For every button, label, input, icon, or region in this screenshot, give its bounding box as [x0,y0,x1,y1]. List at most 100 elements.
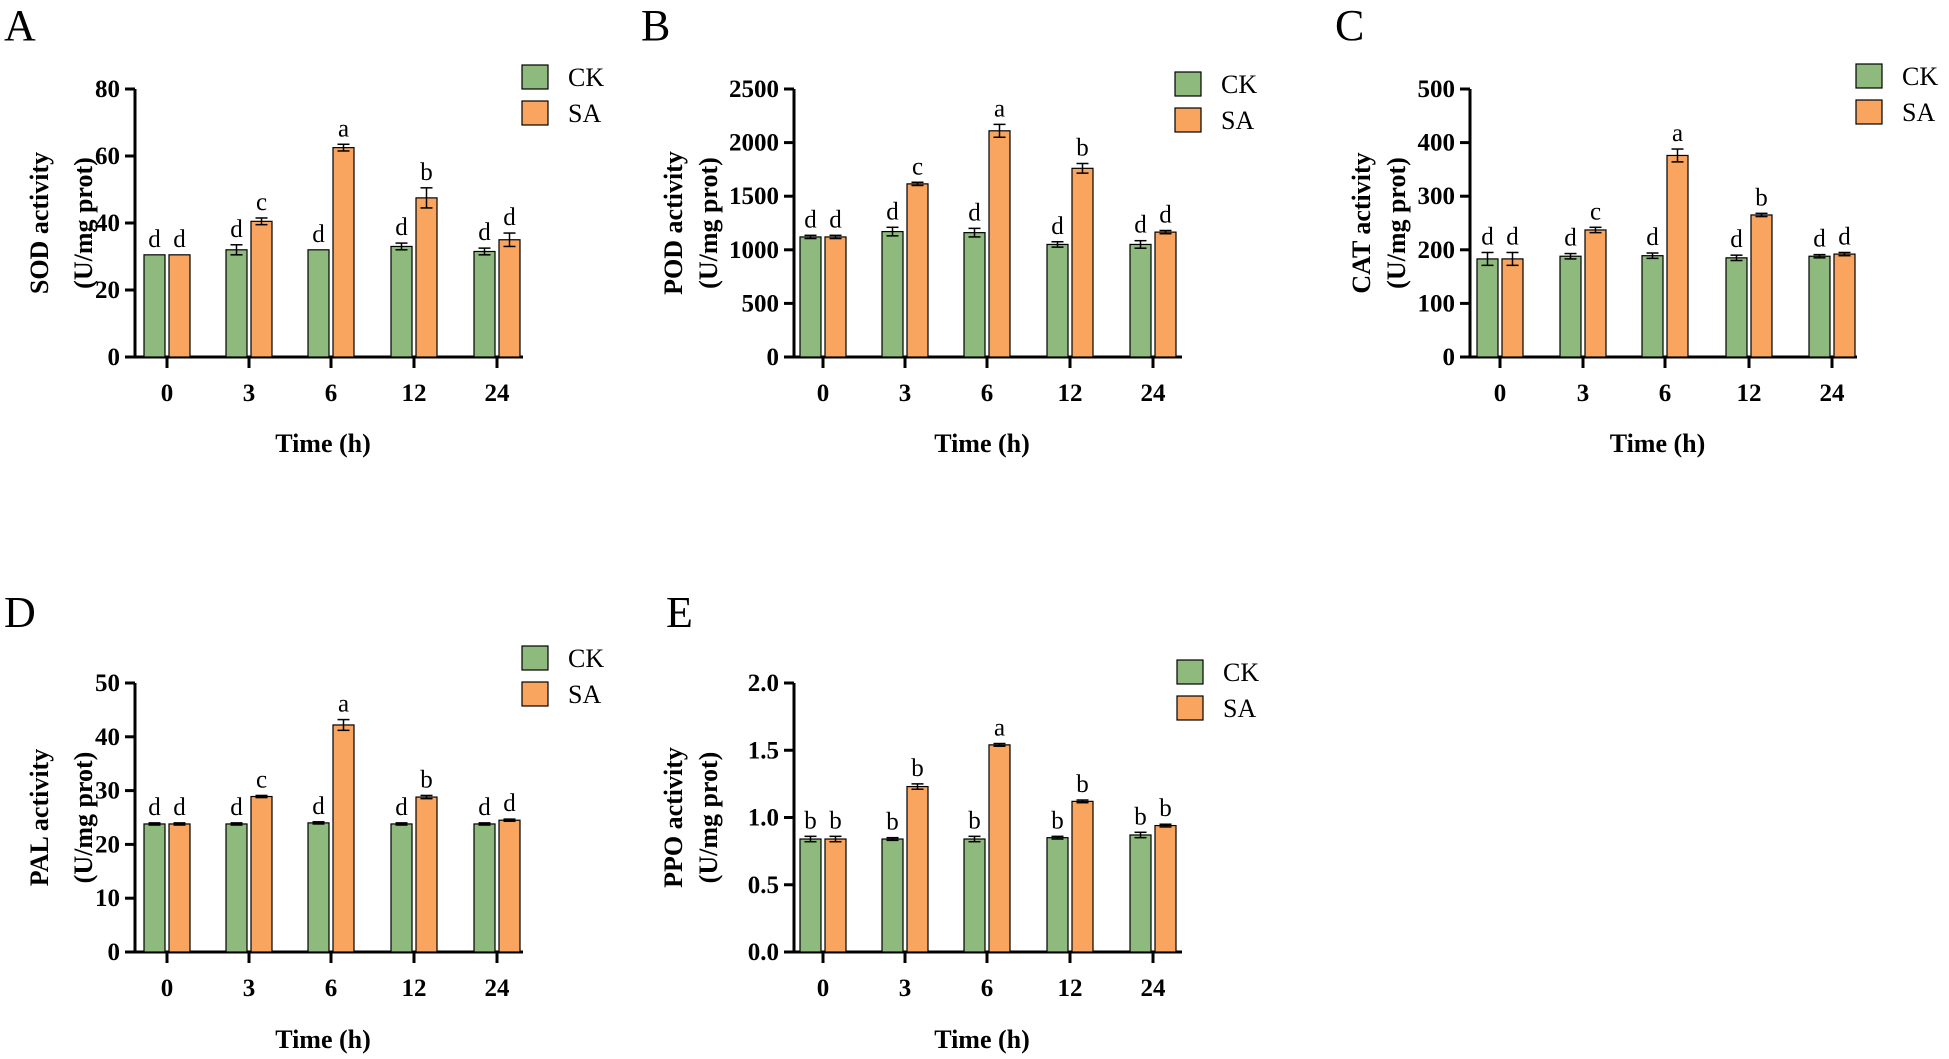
legend-label: CK [1223,658,1259,687]
significance-label: b [1755,184,1768,211]
legend-swatch-sa [1176,695,1204,721]
x-tick-label: 12 [1737,380,1762,407]
bar-sa [498,239,521,358]
y-tick-label: 100 [1418,290,1456,317]
x-tick-label: 3 [243,380,256,407]
bar-ck [1129,834,1152,953]
bar-ck [963,838,986,953]
panel-letter: D [4,588,36,637]
x-tick-label: 3 [243,975,256,1002]
bar-sa [415,796,438,953]
significance-label: a [994,95,1005,122]
significance-label: d [804,206,817,233]
bar-ck [143,823,166,953]
significance-label: b [1134,803,1147,830]
y-tick-label: 1000 [729,237,779,264]
y-tick-label: 80 [95,76,120,103]
legend-swatch-ck [521,645,549,671]
y-tick-label: 0 [767,344,780,371]
x-tick-label: 6 [325,380,338,407]
y-tick-label: 40 [95,210,120,237]
y-axis-title: CAT activity [1347,152,1376,293]
y-tick-label: 2500 [729,76,779,103]
bar-sa [824,236,847,358]
significance-label: d [173,794,186,821]
x-tick-label: 0 [1494,380,1507,407]
x-tick-label: 24 [1820,380,1846,407]
y-tick-label: 20 [95,831,120,858]
bar-ck [1129,243,1152,358]
y-axis-title: SOD activity [25,152,54,294]
y-tick-label: 50 [95,670,120,697]
x-tick-label: 24 [1141,975,1167,1002]
bar-sa [250,795,273,953]
y-tick-label: 0 [108,344,121,371]
panel-letter: E [666,588,693,637]
legend-swatch-ck [521,64,549,90]
significance-label: d [1564,225,1577,252]
significance-label: c [256,189,267,216]
bar-sa [332,147,355,358]
panel-letter: C [1335,1,1364,50]
significance-label: d [148,794,161,821]
y-axis-unit: (U/mg prot) [69,157,98,289]
y-tick-label: 1500 [729,183,779,210]
legend: CK SA [1855,62,1938,127]
bar-sa [1584,229,1607,358]
y-tick-label: 300 [1418,183,1456,210]
x-tick-label: 12 [402,975,427,1002]
legend-swatch-sa [1174,107,1202,133]
significance-label: d [1134,212,1147,239]
significance-label: d [230,216,243,243]
bar-sa [988,130,1011,358]
significance-label: d [1813,226,1826,253]
y-tick-label: 1.0 [748,805,779,832]
x-tick-label: 0 [161,380,174,407]
legend-label: CK [1221,70,1257,99]
significance-label: b [829,807,842,834]
bar-ck [473,823,496,953]
y-tick-label: 0.0 [748,939,779,966]
legend: CK SA [521,644,604,709]
legend-swatch-ck [1176,659,1204,685]
y-tick-label: 1.5 [748,737,779,764]
significance-label: b [420,766,433,793]
significance-label: d [312,221,325,248]
y-axis-title: PPO activity [659,747,688,888]
y-axis-unit: (U/mg prot) [694,752,723,884]
y-tick-label: 60 [95,143,120,170]
x-tick-label: 6 [981,380,994,407]
legend-label: CK [568,63,604,92]
x-axis-title: Time (h) [275,429,371,458]
bar-sa [1071,800,1094,953]
y-axis-unit: (U/mg prot) [694,157,723,289]
bar-ck [799,838,822,953]
bar-ck [307,249,330,358]
significance-label: b [968,807,981,834]
x-tick-label: 12 [1058,380,1083,407]
x-tick-label: 24 [1141,380,1167,407]
y-tick-label: 20 [95,277,120,304]
bar-sa [1071,167,1094,358]
significance-label: b [1159,795,1172,822]
legend-swatch-ck [1174,71,1202,97]
significance-label: d [1506,223,1519,250]
bar-ck [225,249,248,358]
bar-ck [307,822,330,953]
significance-label: b [1076,771,1089,798]
bar-ck [1476,258,1499,358]
x-tick-label: 3 [1577,380,1590,407]
bar-sa [1154,824,1177,953]
x-tick-label: 6 [981,975,994,1002]
x-tick-label: 0 [817,975,830,1002]
legend-swatch-sa [1855,99,1883,125]
bar-ck [1725,257,1748,358]
significance-label: d [829,206,842,233]
bar-sa [906,183,929,358]
bar-ck [473,250,496,358]
significance-label: d [1730,226,1743,253]
y-tick-label: 0 [1443,344,1456,371]
bar-ck [1559,255,1582,358]
